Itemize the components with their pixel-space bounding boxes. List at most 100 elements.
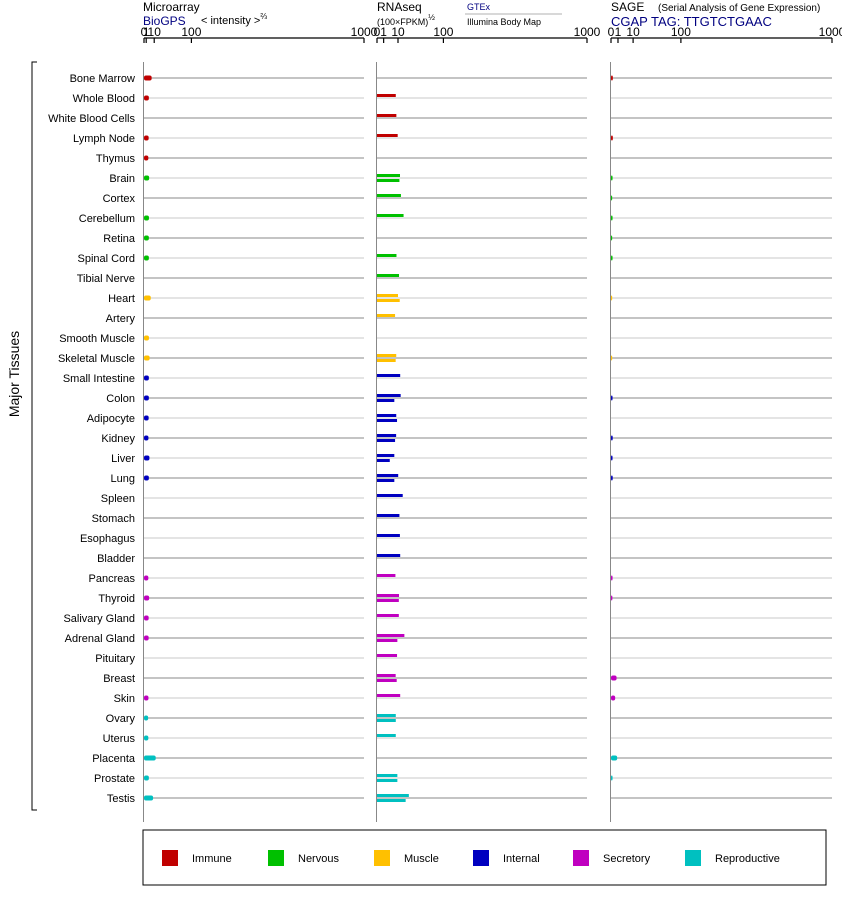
tissue-label: Heart xyxy=(108,293,135,305)
microarray-bar xyxy=(144,615,149,621)
rnaseq-bar xyxy=(377,734,396,737)
microarray-bar xyxy=(144,795,154,801)
rnaseq-tick-label: 1000 xyxy=(574,25,601,39)
sage-subtitle: (Serial Analysis of Gene Expression) xyxy=(658,3,820,14)
tissue-label: Prostate xyxy=(94,773,135,785)
tissue-label: Salivary Gland xyxy=(63,613,135,625)
tissue-label: Retina xyxy=(103,233,136,245)
tissue-label: Breast xyxy=(103,673,135,685)
microarray-bar xyxy=(144,775,149,781)
rnaseq-bar xyxy=(377,354,397,357)
tissue-label: Esophagus xyxy=(80,533,136,545)
tissue-label: Adrenal Gland xyxy=(65,633,135,645)
rnaseq-bar xyxy=(377,479,395,482)
microarray-bar xyxy=(144,375,149,381)
tissue-label: Skin xyxy=(114,693,135,705)
tissue-label: Uterus xyxy=(103,733,136,745)
rnaseq-bar xyxy=(377,554,401,557)
legend-item-reproductive: Reproductive xyxy=(685,850,780,866)
sage-bar xyxy=(611,575,613,581)
tissue-label: Whole Blood xyxy=(73,93,135,105)
microarray-tick-label: 10 xyxy=(148,25,162,39)
microarray-bar xyxy=(144,75,152,81)
sage-tick-label: 1 xyxy=(615,25,622,39)
sage-bar xyxy=(611,675,617,681)
microarray-bar xyxy=(144,335,149,341)
rnaseq-bar xyxy=(377,719,396,722)
tissue-label: Brain xyxy=(109,173,135,185)
sage-title: SAGE xyxy=(611,0,644,14)
rnaseq-bar xyxy=(377,179,400,182)
tissue-label: Bladder xyxy=(97,553,135,565)
tissue-label: Tibial Nerve xyxy=(77,273,135,285)
rnaseq-bar xyxy=(377,134,398,137)
sage-bar xyxy=(611,775,613,781)
microarray-bar xyxy=(144,715,149,721)
sage-bar xyxy=(611,595,613,601)
tissue-label: Testis xyxy=(107,793,136,805)
microarray-bar xyxy=(144,575,149,581)
rnaseq-bar xyxy=(377,574,396,577)
rnaseq-bar xyxy=(377,414,397,417)
rnaseq-bar xyxy=(377,799,406,802)
sage-bar xyxy=(611,255,613,261)
tissue-label: Smooth Muscle xyxy=(59,333,135,345)
rnaseq-bar xyxy=(377,779,398,782)
legend-item-immune: Immune xyxy=(162,850,232,866)
sage-bar xyxy=(611,435,613,441)
rnaseq-bar xyxy=(377,94,396,97)
rnaseq-bar xyxy=(377,614,399,617)
legend-label: Reproductive xyxy=(715,853,780,865)
tissue-label: Pancreas xyxy=(89,573,136,585)
microarray-bar xyxy=(144,735,149,741)
tissue-label: Spinal Cord xyxy=(78,253,135,265)
tissue-label: Stomach xyxy=(92,513,135,525)
microarray-source-link[interactable]: BioGPS xyxy=(143,14,186,28)
rnaseq-bar xyxy=(377,714,396,717)
rnaseq-bar xyxy=(377,314,396,317)
microarray-bar xyxy=(144,435,149,441)
rnaseq-bar xyxy=(377,634,405,637)
sage-tick-label: 100 xyxy=(671,25,691,39)
tissue-label: Placenta xyxy=(92,753,136,765)
microarray-tick-label: 1 xyxy=(143,25,150,39)
microarray-bar xyxy=(144,95,149,101)
sage-tick-label: 1000 xyxy=(819,25,842,39)
rnaseq-bar xyxy=(377,599,399,602)
tissue-label: Bone Marrow xyxy=(70,73,135,85)
tissue-label: Cortex xyxy=(103,193,136,205)
rnaseq-bar xyxy=(377,514,400,517)
rnaseq-bar xyxy=(377,359,396,362)
rnaseq-bar xyxy=(377,454,395,457)
rnaseq-bar xyxy=(377,254,397,257)
rnaseq-tick-label: 100 xyxy=(433,25,453,39)
rnaseq-bar xyxy=(377,174,401,177)
microarray-bar xyxy=(144,395,149,401)
tissue-label: Cerebellum xyxy=(79,213,135,225)
microarray-bar xyxy=(144,295,151,301)
microarray-bar xyxy=(144,455,150,461)
sage-bar xyxy=(611,755,618,761)
sage-tag-link[interactable]: CGAP TAG: TTGTCTGAAC xyxy=(611,14,772,29)
rnaseq-bar xyxy=(377,594,400,597)
legend-label: Muscle xyxy=(404,853,439,865)
microarray-tick-label: 100 xyxy=(181,25,201,39)
sage-bar xyxy=(611,695,616,701)
rnaseq-bar xyxy=(377,394,401,397)
sage-panel: 01 10 100 1000 xyxy=(608,25,842,822)
tissue-label: Thyroid xyxy=(98,593,135,605)
tissue-label: Lung xyxy=(111,473,135,485)
rnaseq-bar xyxy=(377,679,397,682)
rnaseq-bar xyxy=(377,794,409,797)
sage-bar xyxy=(611,195,613,201)
legend-item-secretory: Secretory xyxy=(573,850,651,866)
panels-layer: 011010010000110100100001101001000 xyxy=(141,25,842,822)
legend-label: Nervous xyxy=(298,853,339,865)
legend-label: Immune xyxy=(192,853,232,865)
tissue-label: Kidney xyxy=(101,433,135,445)
microarray-bar xyxy=(144,355,150,361)
legend-item-internal: Internal xyxy=(473,850,540,866)
gtex-source-link[interactable]: GTEx xyxy=(467,2,491,12)
sage-tick-label: 10 xyxy=(626,25,640,39)
y-group-bracket xyxy=(31,61,37,811)
